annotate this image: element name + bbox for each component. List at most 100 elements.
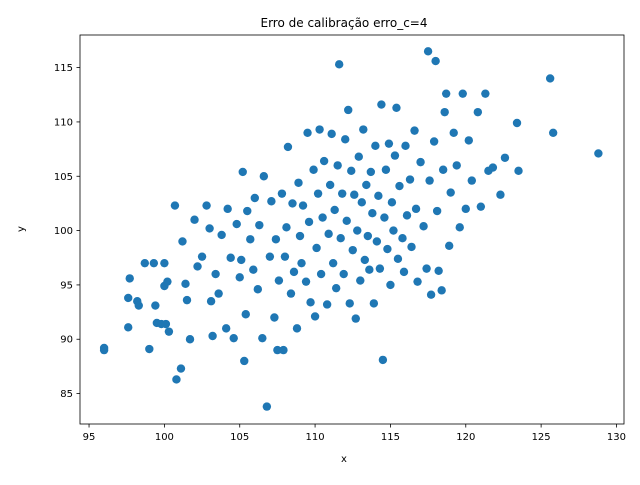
data-point [449,128,458,137]
x-tick-label: 95 [83,432,96,443]
data-point [548,128,558,137]
plot-frame [79,34,625,425]
data-point [500,153,510,162]
data-point [338,189,347,198]
points-layer [99,47,603,411]
data-point [363,231,373,241]
data-point [545,74,555,83]
chart-title: Erro de calibração erro_c=4 [261,16,428,30]
data-point [437,286,446,295]
data-point [226,253,235,262]
data-point [429,137,439,146]
data-point [265,252,275,261]
data-point [294,178,303,187]
data-point [369,299,379,308]
data-point [270,313,279,322]
data-point [301,277,311,286]
y-tick-label: 90 [60,335,73,346]
data-point [381,165,391,174]
data-point [410,126,419,135]
data-point [377,100,386,109]
data-point [288,199,297,208]
data-point [416,157,425,167]
data-point [383,244,392,254]
data-point [345,299,354,308]
data-point [313,189,323,198]
data-point [255,220,264,230]
data-point [392,103,401,113]
data-point [306,298,315,307]
data-point [309,165,318,174]
data-point [181,279,190,289]
data-point [315,125,324,134]
data-point [297,258,306,268]
y-axis-label: y [16,226,27,232]
data-point [258,333,267,343]
data-point [298,201,308,210]
data-point [368,209,377,218]
data-point [342,216,351,226]
data-point [322,300,332,309]
data-point [438,165,448,174]
data-point [446,188,455,197]
data-point [336,233,345,243]
data-point [347,166,356,176]
data-point [318,213,327,222]
data-point [303,128,312,137]
data-point [362,180,371,190]
data-point [232,219,241,229]
data-point [372,237,382,246]
data-point [161,319,171,329]
data-point [208,331,217,341]
data-point [237,255,246,265]
data-point [182,295,192,305]
y-tick-label: 100 [54,226,73,237]
data-point [334,60,344,69]
data-point [405,175,415,184]
data-point [149,258,159,268]
data-point [356,276,365,285]
data-point [398,233,407,243]
x-tick-label: 125 [532,432,551,443]
data-point [387,198,397,207]
data-point [426,290,436,299]
data-point [235,273,244,282]
data-point [328,258,338,268]
data-point [473,107,483,117]
data-point [422,264,431,273]
data-point [217,230,226,240]
data-point [205,224,214,233]
data-point [348,245,357,255]
data-point [445,241,454,250]
data-point [467,176,476,185]
data-point [277,189,287,198]
data-point [419,222,428,231]
data-point [455,223,464,232]
data-point [280,252,290,261]
data-point [134,301,143,310]
data-point [197,252,207,261]
data-point [279,345,288,355]
data-point [289,267,299,277]
data-point [271,235,281,244]
data-point [151,301,160,310]
data-point [124,323,133,332]
data-point [250,193,259,203]
data-point [273,345,282,355]
data-point [324,229,333,239]
data-point [124,293,133,303]
data-point [514,166,523,176]
data-point [359,125,368,134]
data-point [312,243,321,253]
data-point [461,204,470,214]
data-point [304,217,314,227]
data-point [211,269,220,279]
x-axis-ticks: 95 100 105 110 115 120 125 130 [83,424,626,443]
x-tick-label: 100 [155,432,174,443]
data-point [164,327,174,336]
data-point [295,231,305,241]
x-tick-label: 130 [607,432,626,443]
data-point [432,206,442,216]
data-point [594,149,603,158]
